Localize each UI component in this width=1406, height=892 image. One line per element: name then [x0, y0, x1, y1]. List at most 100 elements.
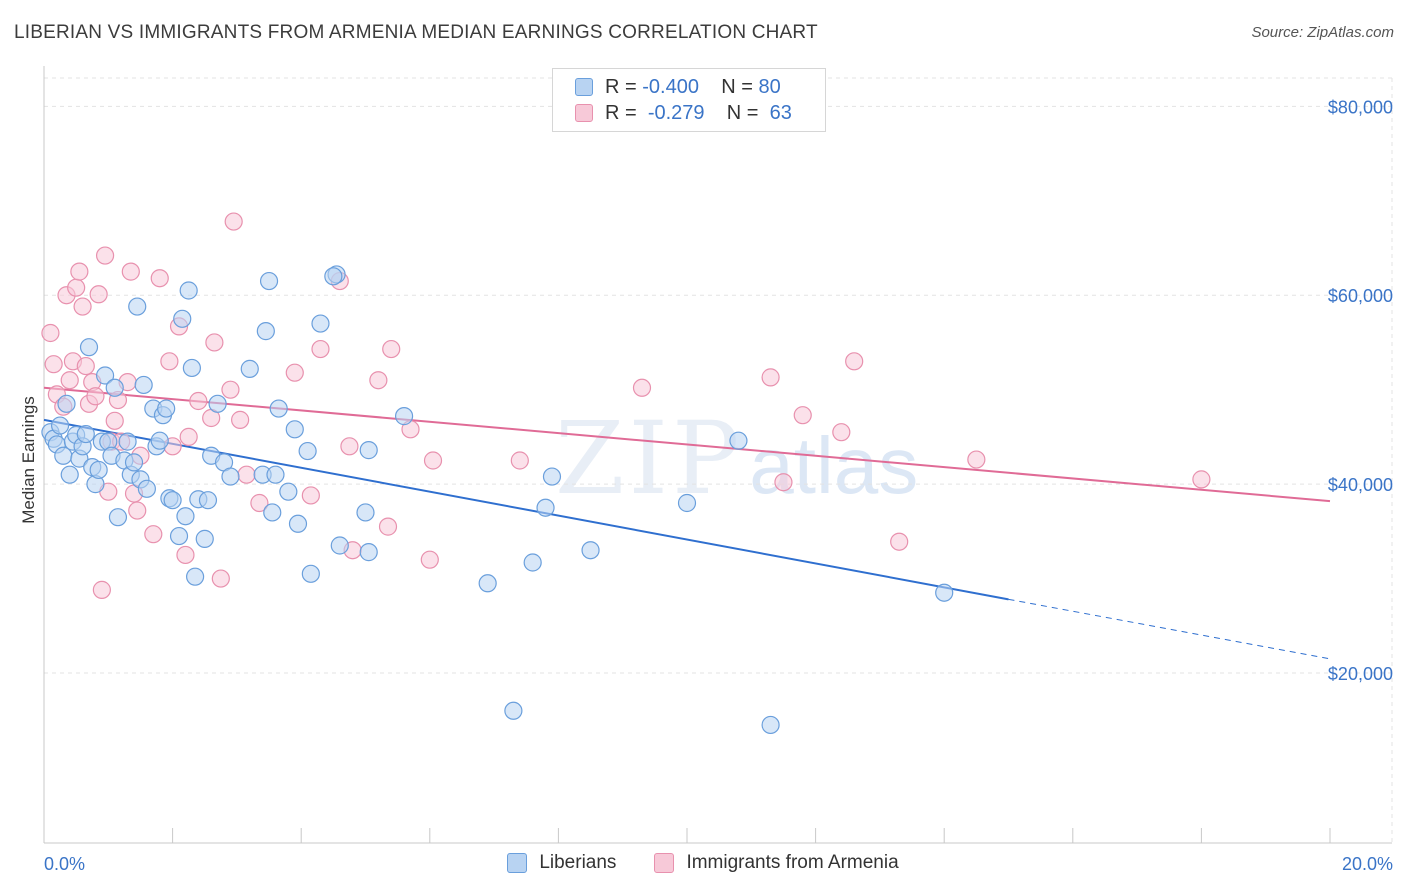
point-armenia	[301, 486, 320, 505]
point-armenia	[832, 423, 851, 442]
point-liberians	[285, 420, 304, 439]
point-liberians	[60, 465, 79, 484]
point-armenia	[967, 450, 986, 469]
point-liberians	[208, 394, 227, 413]
point-liberians	[195, 529, 214, 548]
data-points	[41, 212, 1211, 735]
legend-swatch-pink	[575, 104, 593, 122]
point-armenia	[211, 569, 230, 588]
point-liberians	[163, 491, 182, 510]
point-liberians	[581, 541, 600, 560]
point-liberians	[79, 338, 99, 357]
point-liberians	[259, 271, 279, 291]
point-armenia	[632, 378, 652, 397]
legend-n-value: 80	[758, 75, 781, 98]
legend-n-label: N =	[721, 75, 753, 98]
point-armenia	[41, 323, 60, 343]
point-armenia	[224, 212, 243, 231]
axis-labels: $20,000 $40,000 $60,000 $80,000 0.0% 20.0% Med…	[19, 97, 1393, 874]
point-armenia	[221, 380, 240, 399]
point-liberians	[263, 503, 282, 522]
point-armenia	[237, 465, 256, 484]
grid-lines	[44, 77, 1393, 843]
point-liberians	[359, 543, 378, 562]
point-liberians	[198, 491, 218, 510]
point-liberians	[523, 553, 542, 572]
point-armenia	[92, 580, 111, 599]
legend-swatch-liberians	[507, 853, 528, 873]
y-tick-label: $20,000	[1328, 664, 1393, 684]
point-armenia	[340, 437, 359, 456]
point-liberians	[359, 441, 378, 460]
x-tick-label-min: 0.0%	[44, 854, 85, 874]
trend-line-armenia	[43, 386, 1331, 503]
series-legend: Liberians Immigrants from Armenia	[0, 852, 1406, 874]
point-liberians	[221, 467, 240, 486]
point-liberians	[118, 432, 137, 451]
point-armenia	[382, 339, 401, 359]
legend-swatch-blue	[575, 78, 593, 96]
point-armenia	[890, 532, 909, 551]
point-liberians	[356, 503, 375, 522]
legend-row-liberians: R = -0.400 N = 80	[575, 75, 781, 99]
point-liberians	[124, 453, 144, 472]
point-armenia	[67, 278, 86, 297]
point-liberians	[504, 701, 523, 720]
point-armenia	[793, 406, 812, 425]
point-armenia	[144, 525, 163, 544]
point-liberians	[169, 526, 189, 546]
point-armenia	[76, 356, 95, 376]
legend-n-value: 63	[769, 101, 792, 124]
point-liberians	[279, 482, 298, 501]
point-liberians	[128, 297, 147, 316]
point-liberians	[729, 431, 748, 450]
legend-r-value: -0.279	[647, 101, 705, 124]
point-liberians	[76, 424, 95, 444]
point-liberians	[478, 574, 497, 593]
point-liberians	[150, 431, 169, 450]
point-armenia	[89, 285, 108, 304]
point-liberians	[173, 309, 192, 328]
legend-label-liberians: Liberians	[539, 852, 617, 873]
point-armenia	[1192, 470, 1211, 489]
point-armenia	[121, 262, 140, 281]
point-liberians	[269, 399, 288, 418]
point-armenia	[73, 297, 92, 316]
point-liberians	[677, 493, 697, 513]
point-armenia	[369, 371, 388, 390]
point-liberians	[935, 583, 954, 602]
point-liberians	[240, 359, 259, 378]
point-liberians	[95, 366, 115, 385]
legend-n-label: N =	[726, 101, 759, 124]
y-tick-label: $80,000	[1328, 97, 1393, 117]
legend-r-label: R =	[605, 75, 637, 98]
point-liberians	[176, 507, 195, 526]
point-liberians	[108, 508, 128, 527]
point-armenia	[510, 451, 529, 470]
point-liberians	[89, 460, 108, 480]
point-armenia	[160, 352, 179, 371]
point-armenia	[105, 411, 124, 430]
legend-r-value: -0.400	[642, 75, 699, 98]
point-liberians	[311, 314, 330, 333]
legend-swatch-armenia	[654, 853, 675, 873]
point-liberians	[324, 267, 343, 286]
point-liberians	[542, 467, 562, 486]
point-armenia	[189, 391, 208, 411]
watermark: ZIPatlas	[555, 400, 918, 517]
point-liberians	[298, 441, 317, 461]
point-armenia	[761, 368, 780, 387]
point-liberians	[330, 536, 349, 555]
point-liberians	[394, 407, 414, 426]
axes	[43, 66, 1392, 844]
stats-legend: R = -0.400 N = 80 R = -0.279 N = 63	[552, 68, 826, 132]
point-armenia	[378, 517, 398, 536]
point-armenia	[420, 550, 439, 569]
point-liberians	[266, 465, 285, 484]
point-armenia	[44, 355, 63, 374]
point-armenia	[128, 501, 147, 520]
point-armenia	[774, 473, 793, 492]
legend-r-label: R =	[605, 101, 637, 124]
point-armenia	[845, 352, 864, 371]
